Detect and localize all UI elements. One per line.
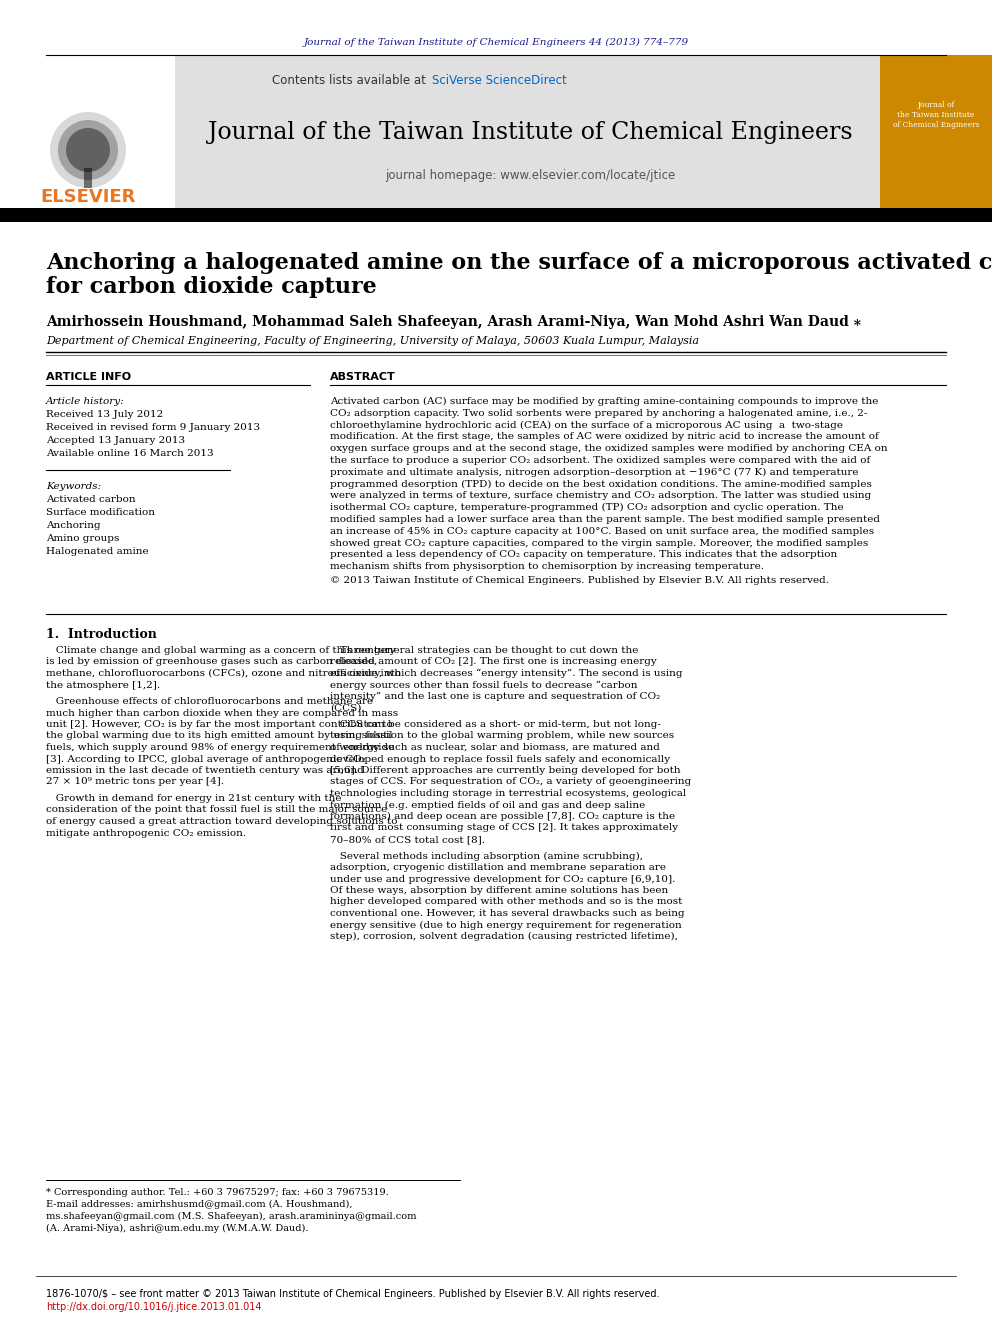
Bar (0, 208, 992, 222)
Text: efficiency, which decreases “energy intensity”. The second is using: efficiency, which decreases “energy inte… (330, 669, 682, 679)
Text: * Corresponding author. Tel.: +60 3 79675297; fax: +60 3 79675319.: * Corresponding author. Tel.: +60 3 7967… (46, 1188, 389, 1197)
Text: under use and progressive development for CO₂ capture [6,9,10].: under use and progressive development fo… (330, 875, 676, 884)
Circle shape (58, 120, 118, 180)
Text: formations) and deep ocean are possible [7,8]. CO₂ capture is the: formations) and deep ocean are possible … (330, 812, 676, 822)
Text: Anchoring: Anchoring (46, 521, 100, 531)
Text: ABSTRACT: ABSTRACT (330, 372, 396, 382)
Text: Journal of: Journal of (918, 101, 954, 108)
Text: Three general strategies can be thought to cut down the: Three general strategies can be thought … (330, 646, 639, 655)
Text: higher developed compared with other methods and so is the most: higher developed compared with other met… (330, 897, 682, 906)
Text: ms.shafeeyan@gmail.com (M.S. Shafeeyan), arash.aramininya@gmail.com: ms.shafeeyan@gmail.com (M.S. Shafeeyan),… (46, 1212, 417, 1221)
Text: methane, chlorofluorocarbons (CFCs), ozone and nitrous oxide into: methane, chlorofluorocarbons (CFCs), ozo… (46, 669, 401, 677)
Text: Surface modification: Surface modification (46, 508, 155, 517)
Text: fuels, which supply around 98% of energy requirement worldwide: fuels, which supply around 98% of energy… (46, 744, 394, 751)
Text: CCS can be considered as a short- or mid-term, but not long-: CCS can be considered as a short- or mid… (330, 720, 661, 729)
Bar (175, 56, 880, 210)
Text: the surface to produce a superior CO₂ adsorbent. The oxidized samples were compa: the surface to produce a superior CO₂ ad… (330, 456, 870, 464)
Text: Article history:: Article history: (46, 397, 125, 406)
Text: adsorption, cryogenic distillation and membrane separation are: adsorption, cryogenic distillation and m… (330, 863, 666, 872)
Text: emission in the last decade of twentieth century was around: emission in the last decade of twentieth… (46, 766, 364, 775)
Text: Received in revised form 9 January 2013: Received in revised form 9 January 2013 (46, 423, 260, 433)
Text: the atmosphere [1,2].: the atmosphere [1,2]. (46, 680, 160, 689)
Text: of energy such as nuclear, solar and biomass, are matured and: of energy such as nuclear, solar and bio… (330, 744, 660, 751)
Text: SciVerse ScienceDirect: SciVerse ScienceDirect (432, 74, 566, 86)
Text: conventional one. However, it has several drawbacks such as being: conventional one. However, it has severa… (330, 909, 684, 918)
Text: Of these ways, absorption by different amine solutions has been: Of these ways, absorption by different a… (330, 886, 669, 894)
Text: 1.  Introduction: 1. Introduction (46, 628, 157, 642)
Text: Amino groups: Amino groups (46, 534, 119, 542)
Text: intensity” and the last one is capture and sequestration of CO₂: intensity” and the last one is capture a… (330, 692, 661, 701)
Text: Received 13 July 2012: Received 13 July 2012 (46, 410, 164, 419)
Text: Available online 16 March 2013: Available online 16 March 2013 (46, 448, 213, 458)
Text: [3]. According to IPCC, global average of anthropogenic CO₂: [3]. According to IPCC, global average o… (46, 754, 366, 763)
Text: 70–80% of CCS total cost [8].: 70–80% of CCS total cost [8]. (330, 835, 485, 844)
Text: formation (e.g. emptied fields of oil and gas and deep saline: formation (e.g. emptied fields of oil an… (330, 800, 645, 810)
Bar (84, 168, 92, 188)
Text: Accepted 13 January 2013: Accepted 13 January 2013 (46, 437, 186, 445)
Text: mechanism shifts from physisorption to chemisorption by increasing temperature.: mechanism shifts from physisorption to c… (330, 562, 764, 572)
Circle shape (50, 112, 126, 188)
Text: proximate and ultimate analysis, nitrogen adsorption–desorption at −196°C (77 K): proximate and ultimate analysis, nitroge… (330, 468, 858, 476)
Text: journal homepage: www.elsevier.com/locate/jtice: journal homepage: www.elsevier.com/locat… (385, 168, 676, 181)
Text: the global warming due to its high emitted amount by using fossil: the global warming due to its high emitt… (46, 732, 393, 741)
Text: Department of Chemical Engineering, Faculty of Engineering, University of Malaya: Department of Chemical Engineering, Facu… (46, 336, 699, 347)
Text: Contents lists available at: Contents lists available at (273, 74, 430, 86)
Text: 1876-1070/$ – see front matter © 2013 Taiwan Institute of Chemical Engineers. Pu: 1876-1070/$ – see front matter © 2013 Ta… (46, 1289, 660, 1299)
Text: much higher than carbon dioxide when they are compared in mass: much higher than carbon dioxide when the… (46, 709, 398, 717)
Text: released amount of CO₂ [2]. The first one is increasing energy: released amount of CO₂ [2]. The first on… (330, 658, 657, 667)
Text: programmed desorption (TPD) to decide on the best oxidation conditions. The amin: programmed desorption (TPD) to decide on… (330, 480, 872, 488)
Text: the Taiwan Institute: the Taiwan Institute (898, 111, 975, 119)
Text: isothermal CO₂ capture, temperature-programmed (TP) CO₂ adsorption and cyclic op: isothermal CO₂ capture, temperature-prog… (330, 503, 843, 512)
Text: (CCS).: (CCS). (330, 704, 365, 713)
Bar (0, 56, 175, 210)
Text: stages of CCS. For sequestration of CO₂, a variety of geoengineering: stages of CCS. For sequestration of CO₂,… (330, 778, 691, 786)
Text: showed great CO₂ capture capacities, compared to the virgin sample. Moreover, th: showed great CO₂ capture capacities, com… (330, 538, 868, 548)
Text: Journal of the Taiwan Institute of Chemical Engineers 44 (2013) 774–779: Journal of the Taiwan Institute of Chemi… (304, 37, 688, 46)
Text: chloroethylamine hydrochloric acid (CEA) on the surface of a microporous AC usin: chloroethylamine hydrochloric acid (CEA)… (330, 421, 843, 430)
Text: were analyzed in terms of texture, surface chemistry and CO₂ adsorption. The lat: were analyzed in terms of texture, surfa… (330, 491, 871, 500)
Text: modified samples had a lower surface area than the parent sample. The best modif: modified samples had a lower surface are… (330, 515, 880, 524)
Text: term, solution to the global warming problem, while new sources: term, solution to the global warming pro… (330, 732, 675, 741)
Text: Amirhossein Houshmand, Mohammad Saleh Shafeeyan, Arash Arami-Niya, Wan Mohd Ashr: Amirhossein Houshmand, Mohammad Saleh Sh… (46, 315, 861, 329)
Text: Activated carbon: Activated carbon (46, 495, 136, 504)
Text: E-mail addresses: amirhshusmd@gmail.com (A. Houshmand),: E-mail addresses: amirhshusmd@gmail.com … (46, 1200, 352, 1209)
Bar (880, 56, 992, 210)
Text: Greenhouse effects of chlorofluorocarbons and methane are: Greenhouse effects of chlorofluorocarbon… (46, 697, 373, 706)
Text: energy sensitive (due to high energy requirement for regeneration: energy sensitive (due to high energy req… (330, 921, 682, 930)
Text: technologies including storage in terrestrial ecosystems, geological: technologies including storage in terres… (330, 789, 686, 798)
Text: 27 × 10⁹ metric tons per year [4].: 27 × 10⁹ metric tons per year [4]. (46, 778, 224, 786)
Text: Anchoring a halogenated amine on the surface of a microporous activated carbon: Anchoring a halogenated amine on the sur… (46, 251, 992, 274)
Text: Journal of the Taiwan Institute of Chemical Engineers: Journal of the Taiwan Institute of Chemi… (207, 122, 852, 144)
Text: is led by emission of greenhouse gases such as carbon dioxide,: is led by emission of greenhouse gases s… (46, 658, 377, 667)
Text: http://dx.doi.org/10.1016/j.jtice.2013.01.014: http://dx.doi.org/10.1016/j.jtice.2013.0… (46, 1302, 262, 1312)
Text: © 2013 Taiwan Institute of Chemical Engineers. Published by Elsevier B.V. All ri: © 2013 Taiwan Institute of Chemical Engi… (330, 576, 829, 585)
Text: of energy caused a great attraction toward developing solutions to: of energy caused a great attraction towa… (46, 818, 398, 826)
Text: [5,6]. Different approaches are currently being developed for both: [5,6]. Different approaches are currentl… (330, 766, 681, 775)
Text: presented a less dependency of CO₂ capacity on temperature. This indicates that : presented a less dependency of CO₂ capac… (330, 550, 837, 560)
Text: Several methods including absorption (amine scrubbing),: Several methods including absorption (am… (330, 852, 643, 861)
Text: ARTICLE INFO: ARTICLE INFO (46, 372, 131, 382)
Text: (A. Arami-Niya), ashri@um.edu.my (W.M.A.W. Daud).: (A. Arami-Niya), ashri@um.edu.my (W.M.A.… (46, 1224, 309, 1233)
Text: ELSEVIER: ELSEVIER (41, 188, 136, 206)
Text: CO₂ adsorption capacity. Two solid sorbents were prepared by anchoring a halogen: CO₂ adsorption capacity. Two solid sorbe… (330, 409, 867, 418)
Text: of Chemical Engineers: of Chemical Engineers (893, 120, 979, 130)
Text: Halogenated amine: Halogenated amine (46, 546, 149, 556)
Text: an increase of 45% in CO₂ capture capacity at 100°C. Based on unit surface area,: an increase of 45% in CO₂ capture capaci… (330, 527, 874, 536)
Text: unit [2]. However, CO₂ is by far the most important contributor to: unit [2]. However, CO₂ is by far the mos… (46, 720, 393, 729)
Text: step), corrosion, solvent degradation (causing restricted lifetime),: step), corrosion, solvent degradation (c… (330, 931, 678, 941)
Text: for carbon dioxide capture: for carbon dioxide capture (46, 277, 377, 298)
Circle shape (66, 128, 110, 172)
Text: Keywords:: Keywords: (46, 482, 101, 491)
Text: modification. At the first stage, the samples of AC were oxidized by nitric acid: modification. At the first stage, the sa… (330, 433, 879, 442)
Text: first and most consuming stage of CCS [2]. It takes approximately: first and most consuming stage of CCS [2… (330, 823, 679, 832)
Text: oxygen surface groups and at the second stage, the oxidized samples were modifie: oxygen surface groups and at the second … (330, 445, 888, 454)
Text: Activated carbon (AC) surface may be modified by grafting amine-containing compo: Activated carbon (AC) surface may be mod… (330, 397, 878, 406)
Text: Climate change and global warming as a concern of this century: Climate change and global warming as a c… (46, 646, 396, 655)
Text: developed enough to replace fossil fuels safely and economically: developed enough to replace fossil fuels… (330, 754, 671, 763)
Text: consideration of the point that fossil fuel is still the major source: consideration of the point that fossil f… (46, 806, 387, 815)
Text: energy sources other than fossil fuels to decrease “carbon: energy sources other than fossil fuels t… (330, 680, 638, 689)
Text: mitigate anthropogenic CO₂ emission.: mitigate anthropogenic CO₂ emission. (46, 828, 246, 837)
Text: Growth in demand for energy in 21st century with the: Growth in demand for energy in 21st cent… (46, 794, 341, 803)
